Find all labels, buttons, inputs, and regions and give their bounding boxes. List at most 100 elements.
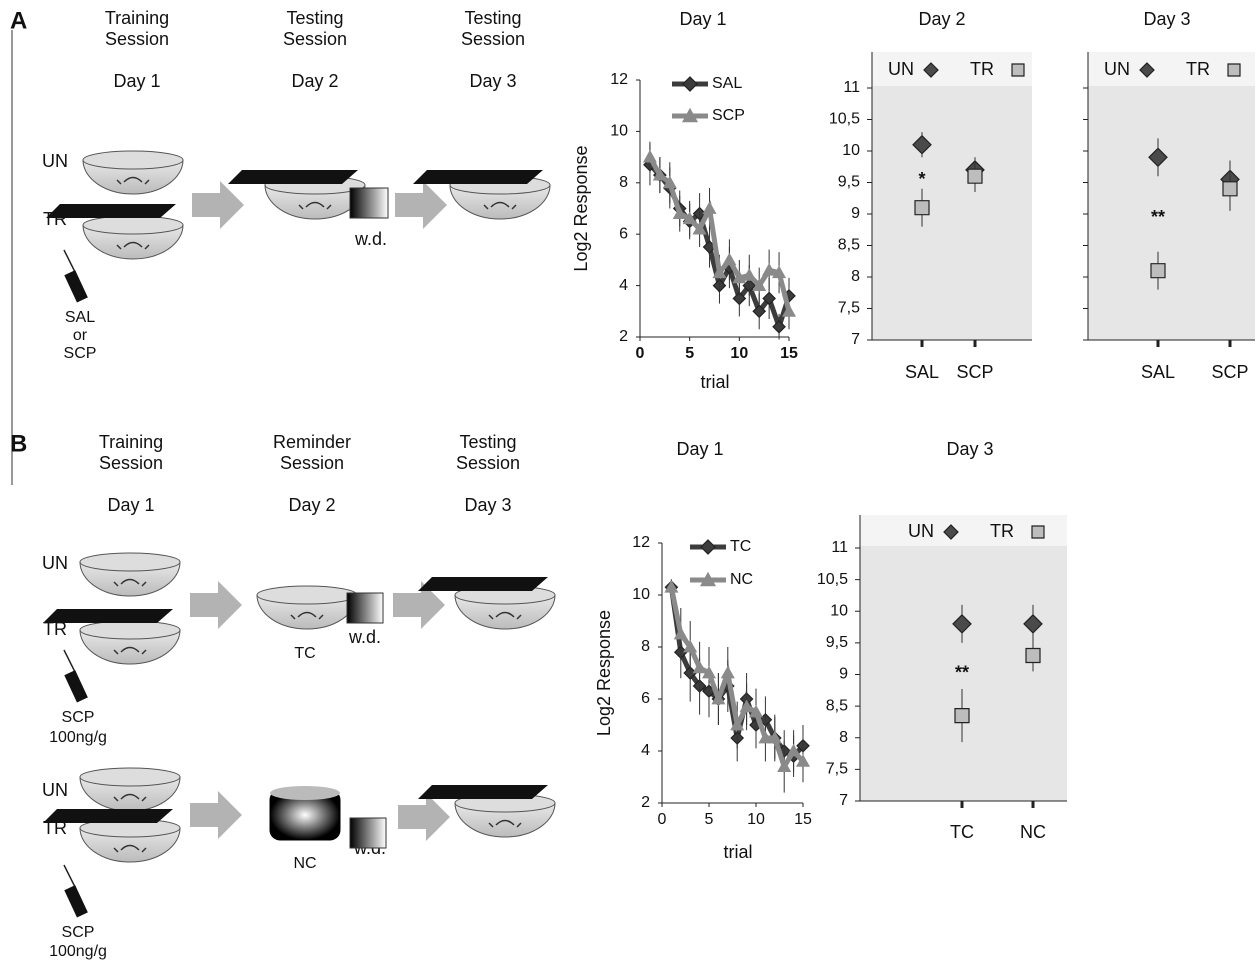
y-tick-label: 9 bbox=[851, 205, 860, 222]
y-tick-label: 8 bbox=[641, 638, 650, 655]
y-tick-label: 7 bbox=[851, 331, 860, 348]
group: UN bbox=[42, 151, 68, 171]
group: UN bbox=[42, 780, 68, 800]
marker bbox=[1150, 263, 1166, 279]
marker bbox=[699, 571, 717, 587]
y-tick-label: 12 bbox=[632, 534, 650, 551]
x-tick-label: SAL bbox=[905, 362, 939, 382]
session: Testing bbox=[286, 8, 343, 28]
injection: SCP bbox=[64, 345, 97, 362]
x-tick-label: SCP bbox=[1211, 362, 1248, 382]
session: Training bbox=[105, 8, 169, 28]
marker bbox=[772, 265, 787, 279]
marker bbox=[652, 167, 667, 181]
injection: SCP bbox=[62, 709, 95, 726]
injection: SAL bbox=[65, 309, 95, 326]
marker bbox=[1031, 525, 1045, 539]
y-tick-label: 11 bbox=[831, 539, 848, 556]
session: Session bbox=[283, 29, 347, 49]
y-tick-label: 10,5 bbox=[817, 571, 848, 588]
annotation: ** bbox=[1151, 207, 1165, 227]
y-tick-label: 7 bbox=[839, 792, 848, 809]
x-tick-label: SAL bbox=[1141, 362, 1175, 382]
marker bbox=[673, 626, 688, 640]
marker bbox=[732, 291, 747, 306]
marker bbox=[672, 206, 687, 220]
y-tick-label: 8 bbox=[839, 729, 848, 746]
marker bbox=[795, 754, 811, 767]
marker bbox=[767, 730, 782, 744]
y-tick-label: 9 bbox=[839, 666, 848, 683]
chart-title: Day 3 bbox=[946, 439, 993, 459]
chart-title: Day 2 bbox=[918, 9, 965, 29]
y-tick-label: 12 bbox=[610, 71, 628, 88]
x-tick-label: NC bbox=[1020, 822, 1046, 842]
y-tick-label: 10,5 bbox=[829, 111, 860, 128]
x-tick-label: 0 bbox=[636, 345, 645, 362]
x-tick-label: TC bbox=[950, 822, 974, 842]
marker bbox=[954, 708, 970, 724]
marker bbox=[1139, 62, 1155, 78]
y-tick-label: 6 bbox=[641, 690, 650, 707]
context: NC bbox=[293, 855, 316, 872]
x-axis-label: trial bbox=[723, 842, 752, 862]
session: Session bbox=[461, 29, 525, 49]
marker bbox=[912, 134, 932, 155]
marker bbox=[642, 149, 657, 163]
injection: SCP bbox=[62, 924, 95, 941]
marker bbox=[786, 743, 801, 757]
day: Day 2 bbox=[291, 71, 338, 91]
y-tick-label: 11 bbox=[843, 79, 860, 96]
marker bbox=[712, 265, 727, 279]
panel-label: A bbox=[10, 7, 27, 34]
day: Day 3 bbox=[469, 71, 516, 91]
injection: or bbox=[73, 327, 88, 344]
legend-label: UN bbox=[888, 59, 914, 79]
y-tick-label: 7,5 bbox=[826, 761, 848, 778]
annotation: ** bbox=[955, 663, 969, 683]
session: Session bbox=[280, 453, 344, 473]
marker bbox=[952, 614, 972, 634]
y-tick-label: 8 bbox=[619, 174, 628, 191]
marker bbox=[702, 201, 717, 214]
y-tick-label: 8 bbox=[851, 268, 860, 285]
group: UN bbox=[42, 553, 68, 573]
marker bbox=[700, 539, 716, 555]
marker bbox=[1011, 63, 1025, 77]
x-tick-label: 0 bbox=[658, 811, 667, 828]
marker bbox=[701, 665, 717, 679]
session: Session bbox=[99, 453, 163, 473]
bowls bbox=[43, 552, 556, 919]
marker bbox=[943, 524, 959, 540]
marker bbox=[1023, 614, 1043, 634]
marker bbox=[762, 291, 776, 306]
legend-label: TR bbox=[990, 521, 1014, 541]
x-tick-label: SCP bbox=[956, 362, 993, 382]
marker bbox=[1222, 181, 1238, 197]
y-tick-label: 2 bbox=[641, 794, 650, 811]
marker bbox=[692, 221, 707, 235]
chart-title: Day 3 bbox=[1143, 9, 1190, 29]
marker bbox=[732, 270, 747, 284]
day: Day 1 bbox=[107, 495, 154, 515]
marker bbox=[1148, 147, 1168, 168]
marker bbox=[781, 304, 797, 317]
marker bbox=[662, 175, 677, 189]
injection: 100ng/g bbox=[49, 729, 107, 746]
annotation: * bbox=[918, 169, 925, 189]
marker bbox=[739, 699, 754, 713]
marker bbox=[762, 262, 777, 276]
day: Day 3 bbox=[464, 495, 511, 515]
marker bbox=[682, 211, 697, 225]
legend-label: SAL bbox=[712, 75, 742, 92]
y-tick-label: 7,5 bbox=[838, 300, 860, 317]
legend-label: TC bbox=[730, 538, 751, 555]
x-axis-label: trial bbox=[700, 372, 729, 392]
marker bbox=[682, 76, 698, 92]
y-axis-label: Log2 Response bbox=[594, 610, 614, 736]
day: Day 2 bbox=[288, 495, 335, 515]
session: Reminder bbox=[273, 432, 351, 452]
marker bbox=[752, 278, 767, 291]
injection: 100ng/g bbox=[49, 943, 107, 960]
